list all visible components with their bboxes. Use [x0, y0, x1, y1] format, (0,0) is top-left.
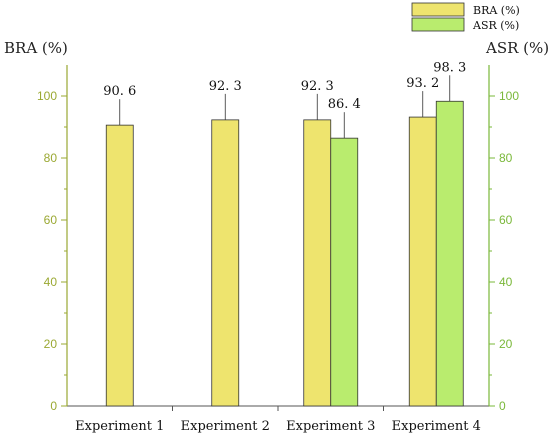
bar [105, 124, 134, 407]
bar [408, 116, 437, 407]
data-label: 92. 3 [209, 79, 242, 94]
legend-label: ASR (%) [472, 19, 519, 32]
bar [330, 137, 359, 407]
right-tick-label: 60 [499, 213, 513, 227]
right-tick-label: 40 [499, 275, 513, 289]
data-label: 98. 3 [433, 60, 466, 75]
right-tick-label: 20 [499, 337, 513, 351]
x-axis-labels: Experiment 1 Experiment 2 Experiment 3 Expe… [75, 406, 481, 434]
left-tick-label: 0 [50, 399, 57, 413]
data-label: 93. 2 [406, 76, 439, 91]
legend-label: BRA (%) [473, 4, 520, 17]
category-label: Experiment 3 [286, 419, 375, 434]
right-tick-label: 0 [499, 399, 506, 413]
bar [303, 119, 332, 407]
category-label: Experiment 1 [75, 419, 164, 434]
legend-swatch [411, 2, 465, 17]
category-label: Experiment 4 [392, 419, 481, 434]
data-label: 90. 6 [103, 84, 136, 99]
left-tick-label: 100 [37, 89, 57, 103]
legend: BRA (%) ASR (%) [411, 2, 520, 32]
left-y-axis: 0 20 40 60 80 100 [37, 65, 68, 413]
data-label: 86. 4 [328, 97, 361, 112]
bars: 90. 6 92. 3 92. 3 86. 4 93. 298. 3 [103, 60, 466, 407]
left-tick-label: 80 [44, 151, 58, 165]
bar [435, 100, 464, 407]
left-tick-label: 60 [44, 213, 58, 227]
right-axis-title: ASR (%) [485, 39, 549, 57]
left-axis-title: BRA (%) [4, 39, 68, 57]
category-label: Experiment 2 [181, 419, 270, 434]
right-tick-label: 80 [499, 151, 513, 165]
data-label: 92. 3 [301, 79, 334, 94]
left-tick-label: 20 [44, 337, 58, 351]
left-tick-label: 40 [44, 275, 58, 289]
right-y-axis: 0 20 40 60 80 100 [488, 65, 519, 413]
right-tick-label: 100 [499, 89, 519, 103]
legend-swatch [411, 17, 465, 32]
bar [211, 119, 240, 407]
